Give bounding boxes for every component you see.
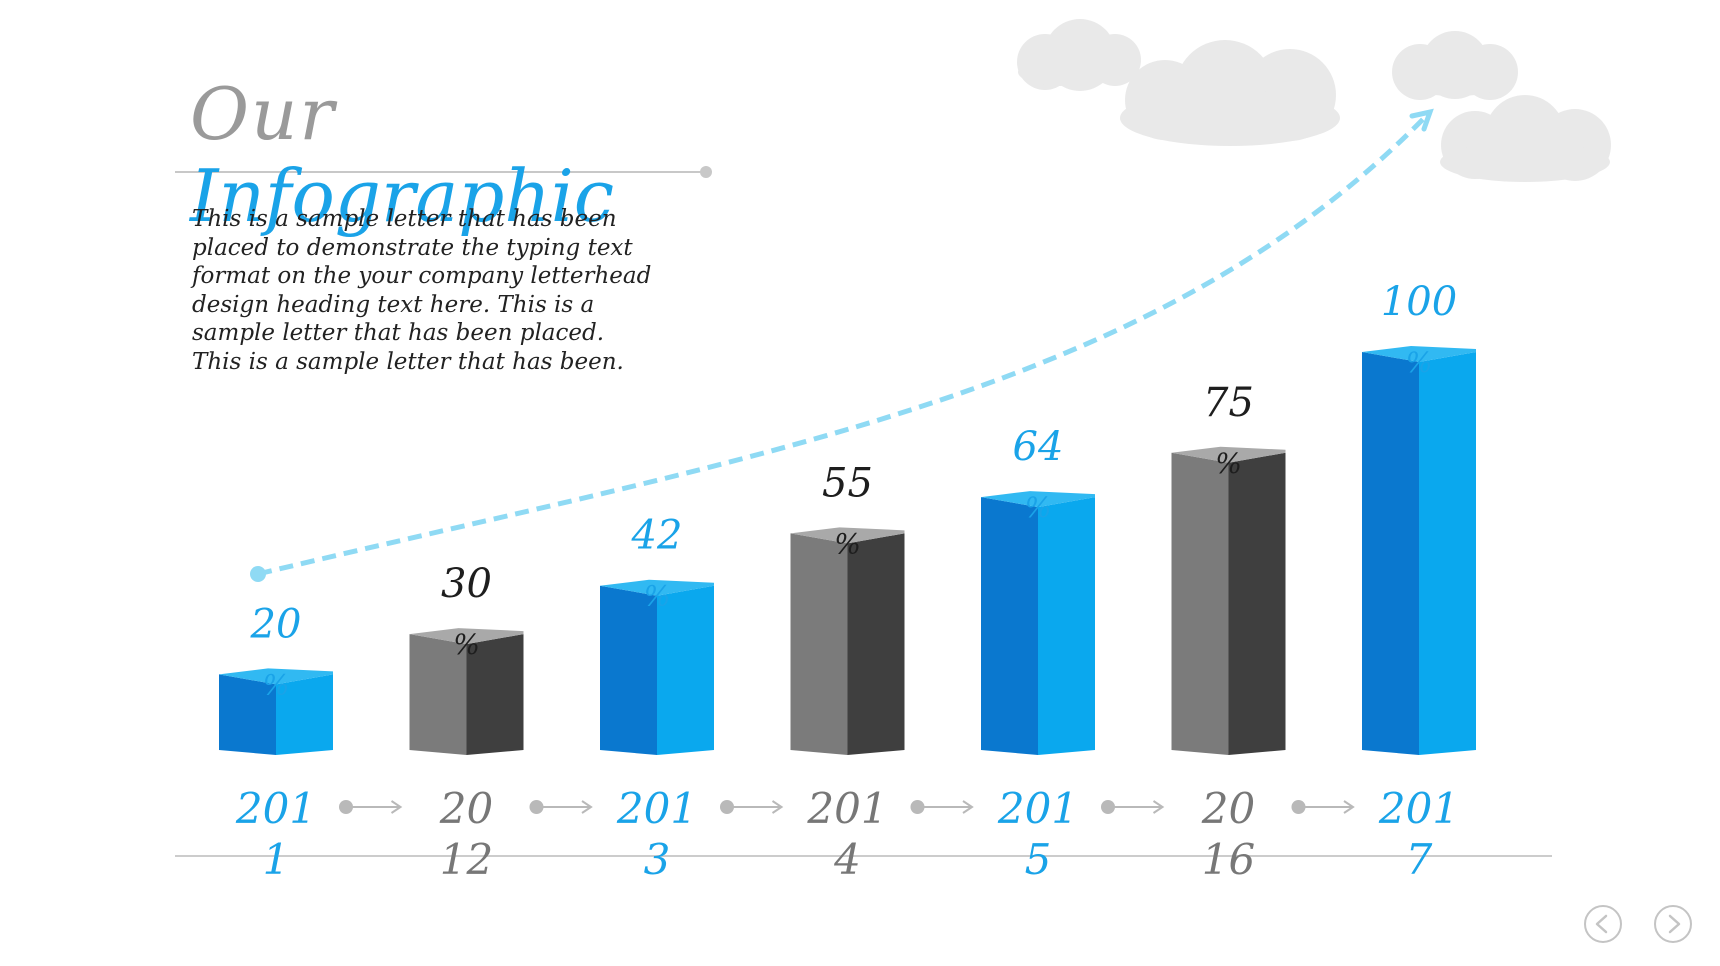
bar-value-label: 30 <box>441 561 492 607</box>
bar-front-face <box>600 585 657 755</box>
bar-front-face <box>1171 452 1229 755</box>
x-tick-label-line2: 3 <box>644 835 671 884</box>
bar-side-face <box>657 585 714 755</box>
bar <box>1171 446 1286 755</box>
bar-value-unit: % <box>1215 447 1242 480</box>
cloud <box>1120 40 1340 146</box>
bar-front-face <box>790 533 848 755</box>
bar-side-face <box>1038 497 1095 755</box>
x-tick-label-line2: 4 <box>833 835 861 884</box>
bar-value-label: 42 <box>631 513 683 559</box>
bar-top-face <box>1171 446 1286 463</box>
timeline-connector <box>529 800 593 814</box>
cloud <box>1017 19 1141 91</box>
bar-value-unit: % <box>453 628 480 661</box>
cloud <box>1392 31 1518 100</box>
bar <box>219 668 333 755</box>
x-tick-label: 20 <box>439 784 493 833</box>
bar <box>409 628 524 755</box>
bar-value-label: 20 <box>250 601 302 647</box>
bar-side-face <box>1419 352 1476 755</box>
bar-side-face <box>1228 452 1286 755</box>
bar-front-face <box>219 674 276 755</box>
bar-top-face <box>219 668 333 685</box>
bar-value-label: 64 <box>1013 424 1064 470</box>
bar-front-face <box>1362 352 1419 755</box>
bar-front-face <box>409 634 467 755</box>
bar <box>981 491 1095 755</box>
description-text: This is a sample letter that has been pl… <box>192 206 652 375</box>
next-slide-button[interactable] <box>1654 905 1692 943</box>
title-divider <box>175 171 705 173</box>
bar-top-face <box>409 628 524 645</box>
timeline-connector <box>1291 800 1355 814</box>
trend-arrow <box>250 108 1434 582</box>
bar-top-face <box>981 491 1095 508</box>
x-tick-label-line2: 7 <box>1406 835 1433 884</box>
bar-value-unit: % <box>644 580 671 613</box>
timeline-connector <box>720 800 784 814</box>
bar-value-unit: % <box>263 668 290 701</box>
previous-slide-button[interactable] <box>1584 905 1622 943</box>
bar-top-face <box>790 527 905 544</box>
bar-top-face <box>1362 346 1476 362</box>
bar <box>1362 346 1476 755</box>
x-tick-label: 201 <box>616 784 697 833</box>
bar-value-unit: % <box>1406 346 1433 379</box>
x-tick-label-line2: 12 <box>440 835 493 884</box>
bar-top-face <box>600 579 714 596</box>
bar <box>790 527 905 755</box>
x-tick-label: 201 <box>806 784 887 833</box>
bar-value-unit: % <box>834 527 861 560</box>
bar <box>600 579 714 755</box>
timeline-connector <box>910 800 974 814</box>
x-tick-label-line2: 1 <box>263 835 290 884</box>
timeline-connector <box>339 800 403 814</box>
timeline-connector <box>1101 800 1165 814</box>
bar-front-face <box>981 497 1038 755</box>
bar-side-face <box>276 674 333 755</box>
x-tick-label: 201 <box>235 784 316 833</box>
x-tick-label: 201 <box>1378 784 1459 833</box>
bar-value-label: 100 <box>1381 279 1457 325</box>
cloud <box>1440 95 1611 182</box>
bar-value-label: 55 <box>822 460 873 506</box>
x-tick-label: 20 <box>1201 784 1255 833</box>
chevron-right-icon <box>1668 914 1681 934</box>
page-title-line1: Our <box>190 72 336 156</box>
x-tick-label-line2: 16 <box>1202 835 1255 884</box>
bar-value-label: 75 <box>1203 380 1254 426</box>
x-tick-label: 201 <box>997 784 1078 833</box>
x-tick-label-line2: 5 <box>1025 835 1052 884</box>
bar-side-face <box>466 634 524 755</box>
chevron-left-icon <box>1595 914 1608 934</box>
page-title-line2: Infographic <box>190 154 615 238</box>
bar-value-unit: % <box>1025 491 1052 524</box>
title-divider-dot <box>700 166 712 178</box>
bar-side-face <box>847 533 905 755</box>
